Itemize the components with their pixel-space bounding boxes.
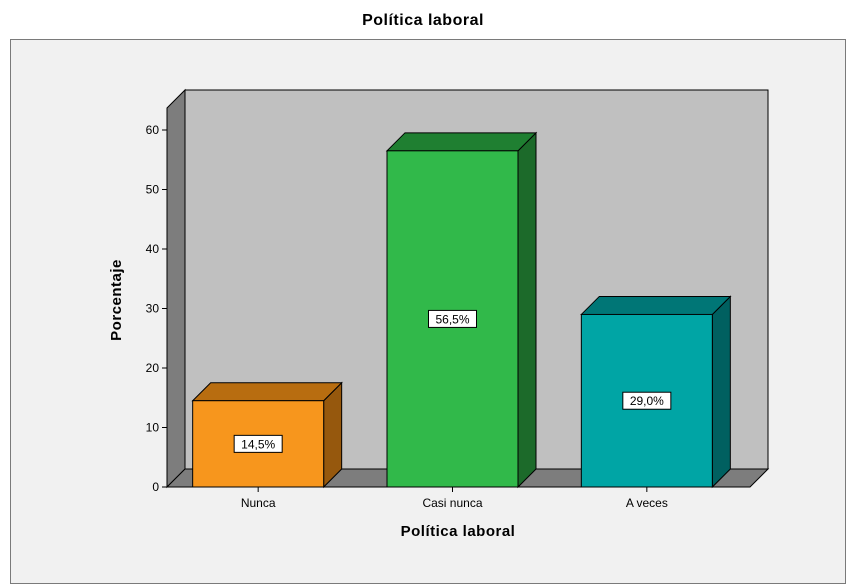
y-tick-label: 0: [152, 480, 159, 494]
bar-top: [385, 132, 538, 152]
data-label-box: [428, 309, 477, 328]
y-axis: 0 10 20 30 40 50 60: [146, 123, 168, 494]
bar-top: [191, 382, 343, 402]
chart-title: Política laboral: [362, 12, 484, 29]
y-axis-title: Porcentaje: [108, 259, 125, 341]
bar-side: [517, 131, 537, 489]
y-tick-label: 40: [146, 242, 160, 256]
x-axis: Nunca Casi nunca A veces: [241, 487, 668, 510]
data-label-box: [622, 391, 672, 410]
left-wall: [166, 88, 186, 489]
x-tick-label: Nunca: [241, 496, 276, 510]
bar-top: [580, 295, 732, 315]
y-tick-label: 30: [146, 302, 160, 316]
data-label: 56,5%: [435, 312, 469, 326]
y-tick-label: 10: [146, 421, 160, 435]
bars: 14,5% 56,5% 29,0%: [191, 131, 732, 489]
y-tick-label: 20: [146, 361, 160, 375]
x-tick-label: Casi nunca: [422, 496, 482, 510]
y-tick-label: 60: [146, 123, 160, 137]
x-tick-label: A veces: [626, 496, 668, 510]
data-label: 14,5%: [241, 437, 275, 451]
bar-side: [711, 295, 731, 489]
data-label-box: [233, 434, 283, 453]
data-label: 29,0%: [630, 394, 664, 408]
y-tick-label: 50: [146, 183, 160, 197]
x-axis-title: Política laboral: [401, 523, 516, 540]
